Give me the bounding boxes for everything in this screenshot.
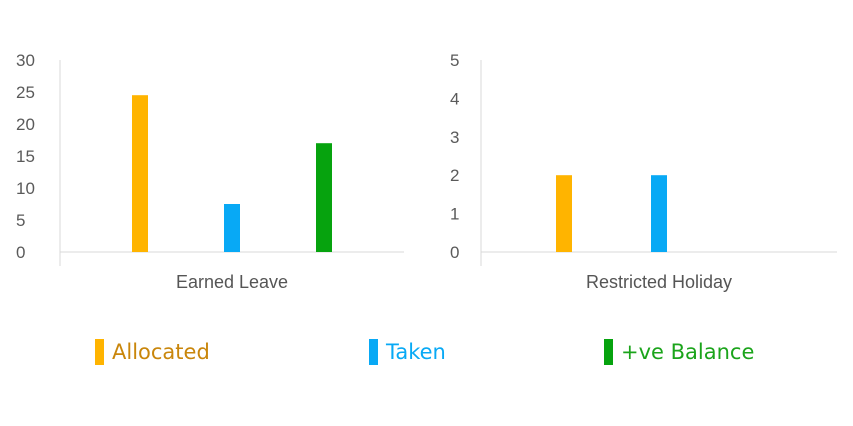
legend-swatch-balance (604, 339, 613, 365)
y-tick-label: 5 (450, 51, 459, 70)
category-label: Restricted Holiday (586, 272, 732, 292)
legend-label-allocated: Allocated (112, 340, 210, 364)
y-tick-label: 4 (450, 89, 459, 108)
y-tick-label: 25 (16, 83, 35, 102)
y-tick-label: 15 (16, 147, 35, 166)
bar-taken (224, 204, 240, 252)
y-tick-label: 30 (16, 51, 35, 70)
y-tick-label: 1 (450, 205, 459, 224)
earned-leave-chart: 30 25 20 15 10 5 0 Earned Leave (16, 51, 404, 292)
y-tick-label: 0 (16, 243, 25, 262)
y-tick-label: 0 (450, 243, 459, 262)
y-tick-label: 5 (16, 211, 25, 230)
legend-label-taken: Taken (386, 340, 446, 364)
legend-item-taken[interactable]: Taken (369, 339, 446, 365)
y-tick-label: 2 (450, 166, 459, 185)
legend-swatch-taken (369, 339, 378, 365)
y-tick-label: 3 (450, 128, 459, 147)
legend-item-allocated[interactable]: Allocated (95, 339, 210, 365)
y-tick-label: 20 (16, 115, 35, 134)
legend-swatch-allocated (95, 339, 104, 365)
legend-item-balance[interactable]: +ve Balance (604, 339, 754, 365)
restricted-holiday-chart: 5 4 3 2 1 0 Restricted Holiday (450, 51, 837, 292)
bar-allocated (556, 175, 572, 252)
y-tick-label: 10 (16, 179, 35, 198)
category-label: Earned Leave (176, 272, 288, 292)
bar-allocated (132, 95, 148, 252)
bar-taken (651, 175, 667, 252)
bar-ve-balance (316, 143, 332, 252)
legend-label-balance: +ve Balance (621, 340, 755, 364)
